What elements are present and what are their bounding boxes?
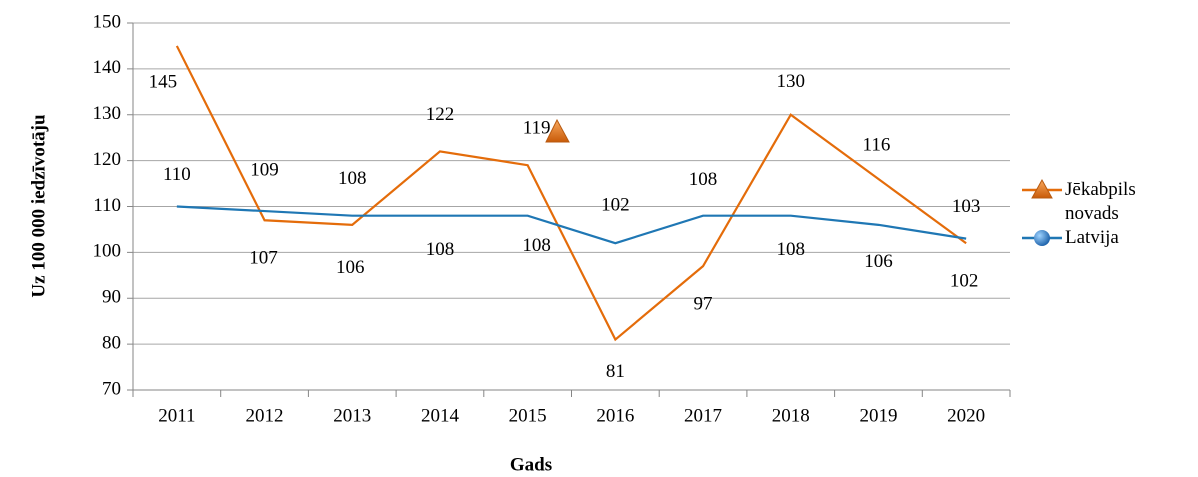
data-label: 109 bbox=[250, 159, 279, 180]
data-label: 81 bbox=[606, 361, 625, 382]
y-tick-label: 130 bbox=[93, 103, 122, 124]
series-line bbox=[175, 45, 967, 342]
y-tick-label: 100 bbox=[93, 241, 122, 262]
series-line bbox=[176, 205, 967, 245]
x-tick-label: 2015 bbox=[509, 405, 547, 426]
x-tick-label: 2016 bbox=[596, 405, 634, 426]
data-label: 122 bbox=[426, 104, 455, 125]
data-label: 116 bbox=[863, 134, 891, 155]
x-tick-label: 2011 bbox=[158, 405, 195, 426]
x-tick-label: 2020 bbox=[947, 405, 985, 426]
x-tick-label: 2019 bbox=[859, 405, 897, 426]
data-label: 108 bbox=[689, 169, 718, 190]
y-tick-label: 140 bbox=[93, 57, 122, 78]
data-label: 119 bbox=[523, 118, 551, 139]
y-tick-label: 150 bbox=[93, 11, 122, 32]
x-tick-label: 2012 bbox=[246, 405, 284, 426]
stray-marker bbox=[545, 118, 570, 143]
y-tick-label: 80 bbox=[102, 332, 121, 353]
y-tick-label: 120 bbox=[93, 149, 122, 170]
y-tick-label: 110 bbox=[93, 195, 121, 216]
data-label: 108 bbox=[426, 239, 455, 260]
data-label: 130 bbox=[777, 71, 806, 92]
y-tick-label: 90 bbox=[102, 287, 121, 308]
x-tick-label: 2013 bbox=[333, 405, 371, 426]
data-label: 107 bbox=[249, 248, 278, 269]
x-tick-label: 2017 bbox=[684, 405, 722, 426]
x-axis-label: Gads bbox=[510, 454, 552, 475]
data-label: 108 bbox=[522, 235, 551, 256]
data-label: 103 bbox=[952, 196, 981, 217]
data-label: 110 bbox=[163, 164, 191, 185]
legend-marker bbox=[1034, 230, 1050, 246]
data-label: 102 bbox=[950, 271, 979, 292]
data-label: 108 bbox=[777, 239, 806, 260]
data-label: 102 bbox=[601, 195, 630, 216]
y-tick-label: 70 bbox=[102, 378, 121, 399]
data-label: 106 bbox=[336, 257, 365, 278]
data-label: 97 bbox=[694, 293, 713, 314]
x-tick-label: 2018 bbox=[772, 405, 810, 426]
data-label: 145 bbox=[149, 71, 178, 92]
legend-marker bbox=[1031, 178, 1053, 199]
y-axis-label: Uz 100 000 iedzīvotāju bbox=[28, 114, 49, 298]
data-label: 108 bbox=[338, 168, 367, 189]
legend-label: Jēkabpils novads bbox=[1065, 179, 1136, 224]
data-label: 106 bbox=[864, 251, 893, 272]
x-tick-label: 2014 bbox=[421, 405, 460, 426]
legend-label: Latvija bbox=[1065, 227, 1119, 248]
